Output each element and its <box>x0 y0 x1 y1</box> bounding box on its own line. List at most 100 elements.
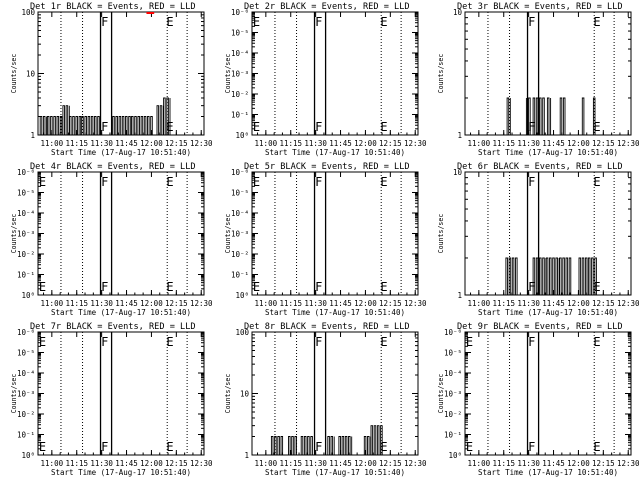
y-tick-label: 10⁻² <box>17 250 35 259</box>
y-tick-label: 10⁰ <box>21 451 35 460</box>
y-tick-label: 10⁻² <box>17 410 35 419</box>
y-tick-label: 10⁻³ <box>231 70 249 79</box>
event-burst <box>505 257 518 296</box>
event-burst <box>163 97 171 136</box>
y-axis-label: Counts/sec <box>437 374 445 414</box>
x-tick-label: 11:00 <box>41 139 64 148</box>
panel-title: Det 4r BLACK = Events, RED = LLD <box>30 162 196 172</box>
y-tick-label: 10⁻⁶ <box>444 328 462 337</box>
y-tick-label: 100 <box>235 328 249 337</box>
panel-title: Det 3r BLACK = Events, RED = LLD <box>457 2 623 12</box>
x-tick-label: 11:00 <box>41 459 64 468</box>
flare-start-marker-bottom: F <box>101 280 108 294</box>
y-tick-label: 100 <box>21 8 35 17</box>
y-tick-label: 10⁻² <box>444 410 462 419</box>
event-burst <box>288 436 297 456</box>
x-tick-label: 12:00 <box>140 139 163 148</box>
x-tick-label: 11:30 <box>517 459 540 468</box>
x-tick-label: 11:45 <box>329 459 352 468</box>
flare-end-marker: E <box>166 15 173 29</box>
x-tick-label: 11:30 <box>90 299 113 308</box>
x-tick-label: 11:30 <box>90 139 113 148</box>
y-axis-label: Counts/sec <box>224 374 232 414</box>
x-axis-label: Start Time (17-Aug-17 10:51:40) <box>265 308 405 317</box>
x-tick-label: 12:15 <box>379 299 402 308</box>
y-tick-label: 1 <box>244 451 249 460</box>
y-axis-label: Counts/sec <box>224 54 232 94</box>
x-axis-label: Start Time (17-Aug-17 10:51:40) <box>478 308 618 317</box>
y-tick-label: 10⁻⁶ <box>17 328 35 337</box>
x-tick-label: 11:45 <box>329 299 352 308</box>
event-burst <box>532 257 547 296</box>
x-tick-label: 11:30 <box>304 139 327 148</box>
event-burst <box>528 97 531 135</box>
y-tick-label: 10⁻⁴ <box>444 369 462 378</box>
x-tick-label: 12:30 <box>190 459 213 468</box>
flare-start-marker-bottom: F <box>315 440 322 454</box>
y-tick-label: 10⁻⁶ <box>231 8 249 17</box>
event-burst <box>578 257 588 296</box>
x-axis-label: Start Time (17-Aug-17 10:51:40) <box>265 148 405 157</box>
event-burst <box>338 436 353 456</box>
x-tick-label: 12:15 <box>379 459 402 468</box>
flare-start-marker: F <box>315 15 322 29</box>
event-burst <box>592 97 596 135</box>
panel-title: Det 1r BLACK = Events, RED = LLD <box>30 2 196 12</box>
x-tick-label: 12:15 <box>592 139 615 148</box>
x-tick-label: 12:30 <box>404 139 427 148</box>
flare-start-marker: F <box>528 335 535 349</box>
panel-title: Det 9r BLACK = Events, RED = LLD <box>457 322 623 332</box>
x-tick-label: 12:00 <box>567 459 590 468</box>
x-tick-label: 12:15 <box>165 299 188 308</box>
x-tick-label: 11:00 <box>468 459 491 468</box>
y-tick-label: 10 <box>26 70 36 79</box>
flare-start-marker-bottom: F <box>528 280 535 294</box>
plot-frame <box>464 11 632 136</box>
x-tick-label: 12:30 <box>617 459 640 468</box>
x-tick-label: 11:00 <box>255 459 278 468</box>
flare-start-marker-bottom: F <box>101 440 108 454</box>
y-tick-label: 10⁻⁶ <box>17 168 35 177</box>
flare-start-marker-bottom: F <box>315 280 322 294</box>
event-burst <box>81 116 100 136</box>
x-tick-label: 11:15 <box>65 299 88 308</box>
y-tick-label: 10⁻² <box>231 250 249 259</box>
flare-start-marker: F <box>528 15 535 29</box>
y-axis-label: Counts/sec <box>10 214 18 254</box>
eclipse-start-marker: E <box>253 175 260 189</box>
y-tick-label: 10⁻¹ <box>231 111 249 120</box>
x-axis-label: Start Time (17-Aug-17 10:51:40) <box>51 468 191 477</box>
eclipse-start-marker: E <box>253 15 260 29</box>
flare-end-marker-bottom: E <box>380 280 387 294</box>
flare-start-marker: F <box>315 175 322 189</box>
flare-end-marker-bottom: E <box>593 440 600 454</box>
eclipse-start-marker-bottom: E <box>39 440 46 454</box>
flare-start-marker-bottom: F <box>101 120 108 134</box>
x-tick-label: 12:15 <box>165 459 188 468</box>
y-tick-label: 10⁻⁴ <box>17 209 35 218</box>
event-burst <box>559 257 572 296</box>
eclipse-start-marker-bottom: E <box>253 120 260 134</box>
flare-end-marker-bottom: E <box>380 120 387 134</box>
x-tick-label: 12:00 <box>140 299 163 308</box>
x-axis-label: Start Time (17-Aug-17 10:51:40) <box>51 148 191 157</box>
flare-end-marker: E <box>166 175 173 189</box>
event-burst <box>300 436 313 456</box>
eclipse-start-marker: E <box>466 335 473 349</box>
x-tick-label: 11:30 <box>304 459 327 468</box>
x-tick-label: 12:00 <box>140 459 163 468</box>
flare-start-marker: F <box>101 335 108 349</box>
flare-end-marker-bottom: E <box>593 280 600 294</box>
y-tick-label: 10 <box>453 8 463 17</box>
y-tick-label: 10⁻³ <box>444 390 462 399</box>
flare-start-marker-bottom: F <box>528 440 535 454</box>
x-tick-label: 11:00 <box>468 139 491 148</box>
y-axis-label: Counts/sec <box>10 374 18 414</box>
x-tick-label: 12:15 <box>379 139 402 148</box>
x-tick-label: 12:15 <box>592 459 615 468</box>
x-tick-label: 12:30 <box>617 139 640 148</box>
y-tick-label: 10⁻¹ <box>231 271 249 280</box>
eclipse-start-marker-bottom: E <box>466 440 473 454</box>
flare-end-marker: E <box>380 335 387 349</box>
